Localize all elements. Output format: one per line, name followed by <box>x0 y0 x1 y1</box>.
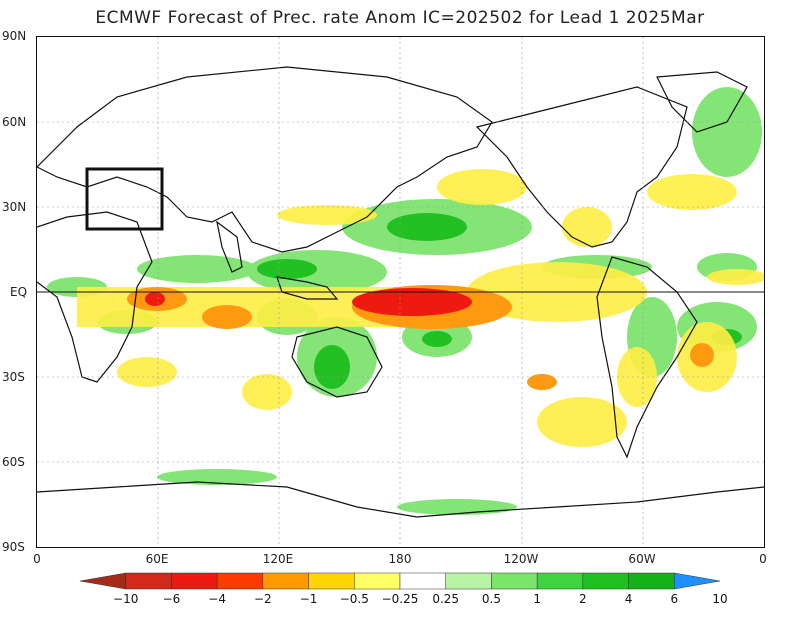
lon-label-120w: 120W <box>503 552 539 566</box>
lat-label-30n: 30N <box>2 200 27 214</box>
colorbar-tick-label: 0.5 <box>481 592 501 606</box>
lon-label-180: 180 <box>388 552 412 566</box>
colorbar: −10 −6 −4 −2 −1 −0.5 −0.25 0.25 0.5 1 2 4 6 10 <box>0 570 800 618</box>
lat-label-eq: EQ <box>10 285 28 299</box>
colorbar-swatch <box>79 572 126 590</box>
colorbar-tick-label: −4 <box>208 592 226 606</box>
colorbar-tick-label: 1 <box>533 592 541 606</box>
lat-label-60n: 60N <box>2 115 27 129</box>
colorbar-swatch <box>399 572 446 590</box>
lat-label-60s: 60S <box>2 455 25 469</box>
lat-label-30s: 30S <box>2 370 25 384</box>
map-title: ECMWF Forecast of Prec. rate Anom IC=202… <box>95 8 705 28</box>
colorbar-tick-label: 2 <box>579 592 587 606</box>
graticule <box>37 37 764 547</box>
lon-label-120e: 120E <box>262 552 294 566</box>
colorbar-tick-label: −0.25 <box>381 592 419 606</box>
lat-label-90s: 90S <box>2 540 25 554</box>
colorbar-swatch <box>674 572 721 590</box>
colorbar-tick-label: 0.25 <box>432 592 460 606</box>
lon-label-60e: 60E <box>145 552 169 566</box>
colorbar-swatch <box>354 572 401 590</box>
colorbar-tick-label: −10 <box>113 592 139 606</box>
lon-label-0-left: 0 <box>33 552 41 566</box>
colorbar-tick-label: −0.5 <box>339 592 369 606</box>
colorbar-swatch <box>125 572 172 590</box>
lat-label-90n: 90N <box>2 29 27 43</box>
map-canvas <box>37 37 764 547</box>
colorbar-swatch <box>536 572 584 590</box>
strong-dry-shading <box>145 288 472 316</box>
colorbar-swatch <box>171 572 218 590</box>
colorbar-tick-label: −1 <box>299 592 318 606</box>
precip-anomaly-map <box>36 36 765 548</box>
colorbar-swatch <box>308 572 355 590</box>
colorbar-swatch <box>628 572 675 590</box>
colorbar-swatches <box>79 572 721 590</box>
colorbar-tick-label: 6 <box>670 592 679 606</box>
colorbar-swatch <box>491 572 538 590</box>
colorbar-tick-label: 4 <box>624 592 633 606</box>
strong-wet-shading <box>257 213 742 389</box>
lon-label-60w: 60W <box>628 552 656 566</box>
colorbar-swatch <box>445 572 492 590</box>
colorbar-tick-label: −6 <box>162 592 181 606</box>
region-box <box>85 167 164 231</box>
colorbar-swatch <box>216 572 264 590</box>
colorbar-tick-label: 10 <box>712 592 728 606</box>
colorbar-swatch <box>262 572 309 590</box>
colorbar-tick-label: −2 <box>253 592 272 606</box>
lon-label-0-right: 0 <box>759 552 767 566</box>
colorbar-swatch <box>582 572 629 590</box>
